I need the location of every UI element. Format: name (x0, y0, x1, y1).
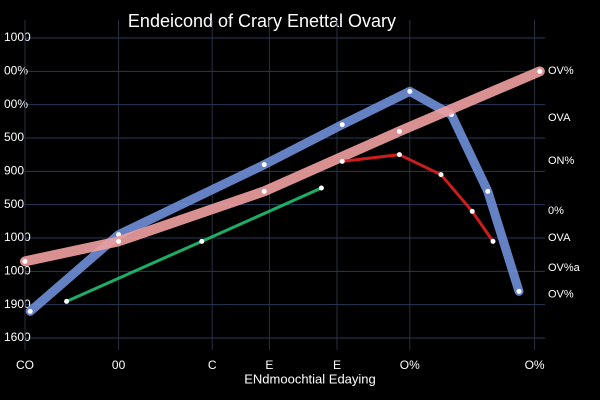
point (396, 152, 402, 158)
point (116, 238, 122, 244)
series-line (20, 66, 545, 267)
annotation: OV%a (548, 262, 581, 274)
y-tick-label: 900 (4, 164, 24, 178)
x-tick-label: E (265, 358, 273, 372)
annotation: OVA (548, 112, 571, 124)
point (199, 238, 205, 244)
point (485, 188, 491, 194)
y-tick-label: 500 (4, 197, 24, 211)
y-tick-label: 1600 (4, 330, 31, 344)
x-tick-label: O% (525, 358, 545, 372)
chart-title: Endeicond of Crary Enettal Ovary (128, 11, 396, 31)
annotation: OV% (548, 65, 574, 77)
annotation: ON% (548, 155, 575, 167)
annotation: 0% (548, 205, 564, 217)
point (339, 122, 345, 128)
point (261, 162, 267, 168)
annotation: OVA (548, 232, 571, 244)
y-tick-label: 00% (4, 97, 28, 111)
y-tick-label: 1000 (4, 264, 31, 278)
series-line (25, 86, 524, 316)
point (261, 188, 267, 194)
x-tick-label: O% (400, 358, 420, 372)
annotation: OV% (548, 289, 574, 301)
y-tick-label: 00% (4, 64, 28, 78)
point (27, 308, 33, 314)
point (22, 258, 28, 264)
x-tick-label: 00 (112, 358, 126, 372)
point (64, 298, 70, 304)
point (407, 88, 413, 94)
series-line (340, 153, 495, 243)
point (537, 68, 543, 74)
x-tick-label: CO (16, 358, 34, 372)
point (318, 185, 324, 191)
y-tick-label: 500 (4, 130, 24, 144)
y-tick-label: 1900 (4, 297, 31, 311)
point (396, 128, 402, 134)
point (469, 208, 475, 214)
y-tick-label: 1000 (4, 230, 31, 244)
x-tick-label: C (208, 358, 217, 372)
point (516, 288, 522, 294)
point (438, 172, 444, 178)
y-tick-label: 1000 (4, 30, 31, 44)
x-axis-label: ENdmoochtial Edaying (244, 371, 376, 386)
x-tick-label: E (333, 358, 341, 372)
point (490, 238, 496, 244)
point (339, 158, 345, 164)
